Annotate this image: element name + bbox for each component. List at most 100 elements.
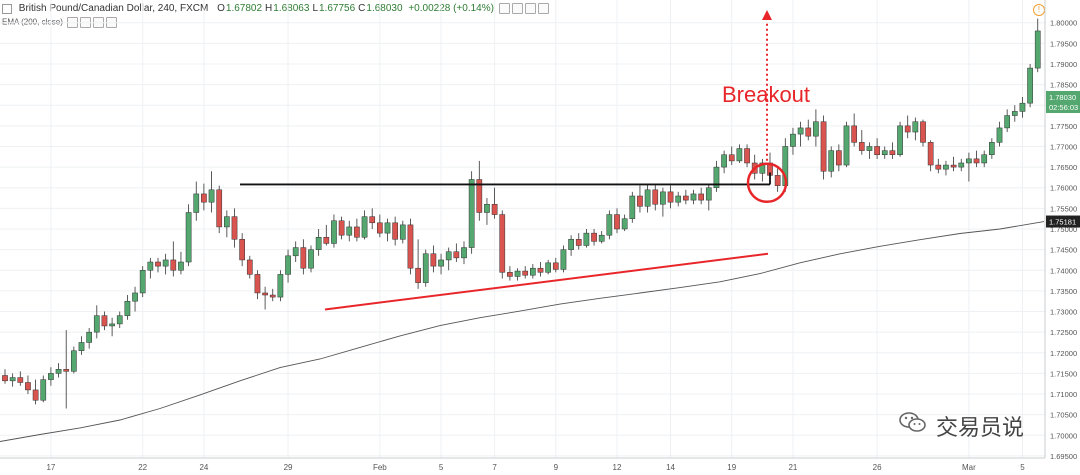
candle-body: [828, 150, 835, 172]
x-tick-label: Feb: [373, 463, 387, 472]
candle-body: [48, 373, 54, 380]
x-tick-label: 12: [613, 463, 622, 472]
y-tick-label: 1.71500: [1050, 369, 1077, 378]
candle-body: [484, 203, 490, 213]
ohlc-value: 1.67756: [319, 3, 356, 15]
ema-price-label: 1.75181: [1049, 218, 1076, 227]
candle-body: [660, 191, 666, 205]
candle-body: [836, 150, 842, 166]
candle-body: [996, 127, 1003, 143]
last-price-tag: [1046, 90, 1080, 113]
candle-body: [93, 315, 100, 333]
candle-body: [63, 369, 70, 372]
x-tick-label: 26: [873, 463, 882, 472]
y-tick-label: 1.73000: [1050, 308, 1077, 317]
y-tick-label: 1.77500: [1050, 122, 1077, 131]
candle-body: [208, 189, 215, 203]
breakout-arrow-head: [762, 10, 772, 20]
candle-body: [1004, 115, 1010, 129]
candle-body: [545, 262, 551, 273]
candle-body: [621, 218, 628, 230]
candle-body: [935, 164, 942, 170]
candle-body: [958, 162, 965, 168]
candle-body: [728, 154, 735, 162]
candle-body: [300, 247, 307, 269]
candle-body: [874, 146, 880, 155]
y-tick-label: 1.72000: [1050, 349, 1077, 358]
price-change: +0.00228 (+0.14%): [408, 3, 494, 15]
candle-body: [331, 220, 337, 244]
candle-body: [721, 154, 727, 168]
candle-body: [71, 350, 77, 372]
x-tick-label: 14: [666, 463, 675, 472]
more-icon[interactable]: [537, 3, 549, 14]
candle-body: [1011, 111, 1018, 116]
candle-body: [858, 142, 865, 151]
x-tick-label: 7: [492, 463, 497, 472]
x-tick-label: 9: [554, 463, 559, 472]
candle-body: [124, 300, 131, 316]
breakout-circle: [746, 162, 788, 204]
ohlc-key: C: [358, 3, 366, 15]
candle-body: [292, 247, 299, 257]
support-trendline: [324, 252, 769, 311]
candle-body: [530, 267, 536, 276]
candle-body: [246, 259, 253, 275]
candle-body: [943, 164, 949, 170]
settings-icon[interactable]: [511, 3, 523, 14]
y-tick-label: 1.75000: [1050, 225, 1077, 234]
candle-body: [820, 121, 827, 172]
candle-body: [178, 261, 184, 271]
y-tick-label: 1.70500: [1050, 411, 1077, 420]
eye-icon[interactable]: [498, 3, 510, 14]
candle-body: [881, 150, 888, 155]
candle-body: [966, 158, 972, 164]
candle-body: [927, 142, 934, 166]
candle-body: [399, 224, 406, 240]
candle-body: [231, 216, 238, 240]
candle-body: [323, 237, 330, 244]
candle-body: [652, 189, 659, 205]
candle-body: [407, 224, 414, 269]
candle-body: [698, 193, 704, 201]
candle-body: [101, 315, 108, 327]
ohlc-value: 1.67802: [225, 3, 263, 15]
ema-price-tag: [1046, 215, 1080, 228]
y-tick-label: 1.70000: [1050, 431, 1077, 440]
candle-body: [338, 220, 345, 236]
candle-body: [637, 195, 643, 207]
candle-body: [759, 162, 766, 174]
candle-body: [568, 239, 574, 250]
candle-body: [377, 222, 383, 234]
y-tick-label: 1.71000: [1050, 390, 1077, 399]
y-tick-label: 1.74500: [1050, 246, 1077, 255]
x-tick-label: 5: [439, 463, 444, 472]
y-tick-label: 1.72500: [1050, 328, 1077, 337]
candle-body: [598, 234, 605, 242]
candle-body: [346, 226, 353, 236]
x-tick-label: Mar: [962, 463, 976, 472]
candle-body: [86, 331, 93, 343]
candle-body: [675, 195, 682, 203]
chart-menu-icon[interactable]: [2, 3, 12, 14]
candle-body: [813, 121, 819, 137]
close-icon[interactable]: [524, 3, 536, 14]
candle-body: [843, 125, 850, 166]
y-tick-label: 1.69500: [1050, 452, 1077, 461]
candle-body: [239, 239, 246, 261]
wechat-icon: [899, 412, 926, 432]
candle-body: [981, 154, 988, 164]
candle-body: [920, 121, 926, 143]
ema-200-line: [0, 221, 1045, 442]
candle-body: [851, 125, 857, 143]
candle-body: [667, 191, 674, 203]
candle-body: [224, 216, 230, 228]
candle-body: [9, 377, 16, 382]
watermark-text: 交易员说: [936, 416, 1025, 441]
y-tick-label: 1.76500: [1050, 163, 1077, 172]
ohlc-value: 1.68030: [366, 3, 403, 15]
candle-body: [185, 212, 192, 263]
candle-body: [866, 146, 873, 151]
candle-body: [201, 193, 207, 203]
